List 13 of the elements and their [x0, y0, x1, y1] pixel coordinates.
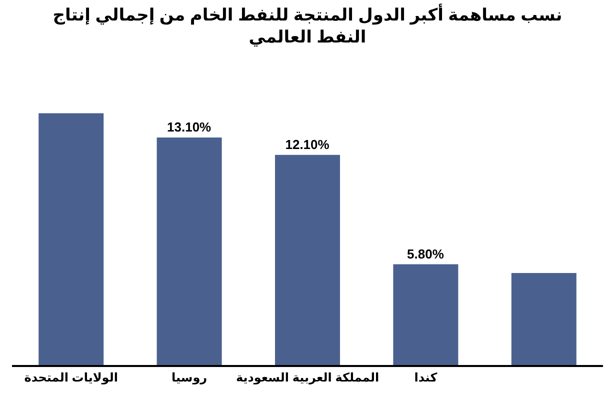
bar	[393, 264, 458, 365]
x-tick-label: الولايات المتحدة	[24, 370, 118, 384]
data-label: 5.80%	[407, 246, 444, 262]
x-tick-label: روسيا	[172, 370, 208, 384]
bar	[38, 113, 104, 365]
data-label: 13.10%	[167, 120, 212, 135]
bar	[156, 138, 222, 365]
bar	[275, 154, 340, 365]
x-tick-label: كندا	[414, 370, 438, 384]
data-label: 12.10%	[285, 136, 330, 152]
bar	[511, 272, 576, 365]
x-tick-label: المملكة العربية السعودية	[236, 370, 380, 384]
chart-title: نسب مساهمة أكبر الدول المنتجة للنفط الخام من إجمالي إنتاج النفط العالمي	[52, 3, 562, 48]
